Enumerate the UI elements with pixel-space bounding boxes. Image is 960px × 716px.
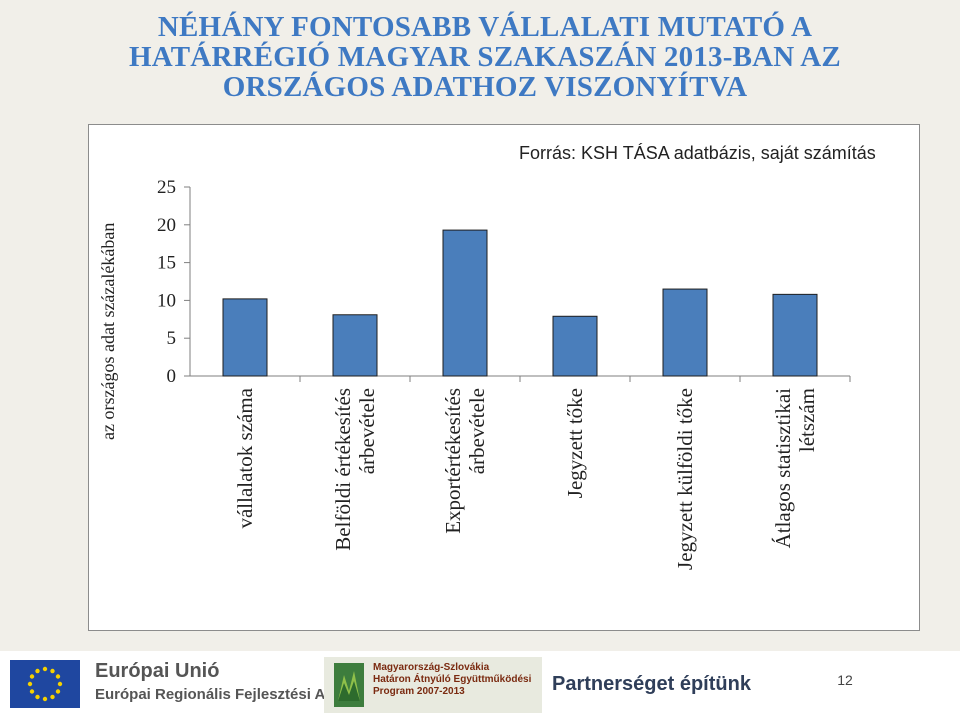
x-category-label: Jegyzett külföldi tőke	[673, 388, 697, 570]
eu-star	[35, 668, 40, 674]
eu-star	[27, 681, 33, 687]
bar	[442, 229, 488, 377]
slogan: Partnerséget építünk	[552, 673, 751, 695]
slide-title: NÉHÁNY FONTOSABB VÁLLALATI MUTATÓ A HATÁ…	[100, 12, 870, 102]
bar	[332, 314, 378, 377]
title-line-2: HATÁRRÉGIÓ MAGYAR SZAKASZÁN 2013-BAN AZ	[129, 41, 841, 73]
y-tick-label: 15	[157, 253, 176, 274]
eu-title: Európai Unió	[95, 660, 220, 682]
y-tick-label: 5	[167, 328, 177, 349]
program-line-3: Program 2007-2013	[373, 686, 465, 697]
x-category-label: vállalatok száma	[233, 387, 257, 528]
eu-subtitle: Európai Regionális Fejlesztési Alap	[95, 686, 348, 703]
program-logo-icon	[334, 663, 364, 707]
chart-frame	[88, 124, 920, 631]
y-tick-label: 25	[157, 177, 176, 198]
eu-star	[55, 689, 61, 694]
title-line-1: NÉHÁNY FONTOSABB VÁLLALATI MUTATÓ A	[157, 11, 813, 43]
x-category-label: létszám	[795, 388, 819, 452]
bar	[772, 293, 818, 377]
y-tick-label: 0	[167, 366, 177, 387]
x-category-label: Jegyzett tőke	[563, 388, 587, 498]
eu-star	[57, 681, 63, 687]
eu-star	[29, 689, 35, 694]
page-number: 12	[837, 672, 853, 688]
x-category-label: árbevétele	[465, 388, 489, 474]
program-name: Magyarország-Szlovákia Határon Átnyúló E…	[373, 662, 531, 698]
x-category-label: Exportértékesítés	[441, 388, 465, 534]
x-category-label: árbevétele	[355, 388, 379, 474]
y-tick-label: 20	[157, 215, 176, 236]
y-tick-label: 10	[157, 290, 176, 311]
eu-star	[50, 668, 55, 674]
eu-flag-icon	[10, 660, 80, 708]
title-line-3: ORSZÁGOS ADATHOZ VISZONYÍTVA	[222, 71, 748, 103]
eu-star	[50, 694, 55, 700]
eu-star	[29, 674, 35, 679]
program-line-2: Határon Átnyúló Együttműködési	[373, 674, 532, 685]
bar	[662, 288, 708, 377]
bar	[222, 298, 268, 377]
x-category-label: Átlagos statisztikai	[771, 388, 795, 549]
chart-source-note: Forrás: KSH TÁSA adatbázis, saját számít…	[519, 143, 876, 163]
x-category-label: Belföldi értékesítés	[331, 388, 355, 551]
eu-star	[42, 696, 48, 702]
program-line-1: Magyarország-Szlovákia	[373, 662, 490, 673]
eu-star	[55, 674, 61, 679]
bar	[552, 315, 598, 377]
eu-star	[35, 694, 40, 700]
eu-star	[42, 666, 48, 672]
